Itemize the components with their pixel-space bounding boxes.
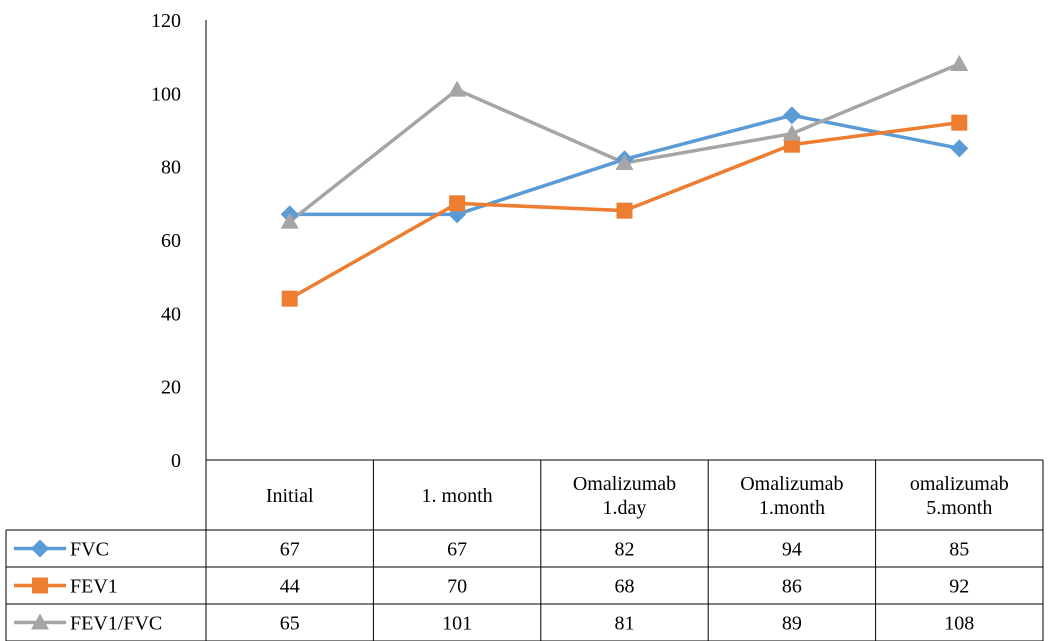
y-tick-label: 120 [151, 10, 181, 32]
legend-key-marker-fvc [31, 539, 49, 558]
data-point-fev1 [951, 114, 968, 131]
legend-key-marker-fev1 [32, 577, 48, 594]
table-cell-value: 44 [280, 576, 300, 598]
data-point-fev1-fvc [950, 55, 969, 71]
data-point-fev1-fvc [615, 154, 634, 170]
data-point-fev1-fvc [782, 124, 801, 141]
table-cell-value: 108 [944, 613, 974, 635]
data-point-fev1 [281, 290, 298, 307]
data-point-fev1 [616, 202, 633, 219]
series-lines [288, 62, 960, 301]
category-label: omalizumab [910, 473, 1009, 495]
table-cell-value: 101 [442, 613, 472, 635]
series-markers [280, 55, 969, 307]
table-cell-value: 85 [949, 539, 969, 561]
table-grid [5, 20, 1044, 641]
y-tick-label: 60 [161, 230, 181, 252]
table-cell-value: 86 [782, 576, 802, 598]
y-tick-label: 100 [151, 83, 181, 105]
table-cell-value: 68 [615, 576, 635, 598]
table-cell-value: 82 [615, 539, 635, 561]
category-label: Omalizumab [740, 473, 843, 495]
category-label: Initial [266, 485, 314, 507]
data-point-fev1-fvc [280, 212, 299, 229]
y-tick-label: 40 [161, 303, 181, 325]
category-label: 5.month [926, 497, 992, 519]
legend-key-marker-fev1-fvc [31, 613, 49, 630]
data-table: FVC 67 67 82 94 85 FEV1 44 70 68 86 92 FEV1/FVC 65 101… [14, 539, 974, 635]
y-tick-label: 20 [161, 377, 181, 399]
data-point-fev1 [449, 195, 466, 212]
y-tick-label: 80 [161, 157, 181, 179]
table-cell-value: 94 [782, 539, 802, 561]
category-labels: Initial 1. monthOmalizumab1.dayOmalizumab… [266, 473, 1009, 519]
table-cell-value: 89 [782, 613, 802, 635]
table-cell-value: 67 [447, 539, 467, 561]
legend-label-fev1-fvc: FEV1/FVC [70, 613, 162, 635]
data-point-fev1-fvc [448, 80, 467, 97]
table-cell-value: 81 [615, 613, 635, 635]
category-label: 1.month [759, 497, 825, 519]
legend-label-fev1: FEV1 [70, 576, 118, 598]
legend-label-fvc: FVC [70, 539, 109, 561]
category-label: 1.day [603, 497, 647, 519]
category-label: 1. month [422, 485, 493, 507]
data-point-fvc [782, 106, 801, 125]
table-cell-value: 67 [280, 539, 300, 561]
data-point-fvc [950, 139, 969, 158]
y-axis-ticks: 0 20 40 60 80 100 120 [151, 10, 181, 472]
category-label: Omalizumab [573, 473, 676, 495]
y-tick-label: 0 [171, 450, 181, 472]
table-cell-value: 65 [280, 613, 300, 635]
table-cell-value: 92 [949, 576, 969, 598]
series-line-fev1-fvc [288, 62, 960, 224]
table-cell-value: 70 [447, 576, 467, 598]
